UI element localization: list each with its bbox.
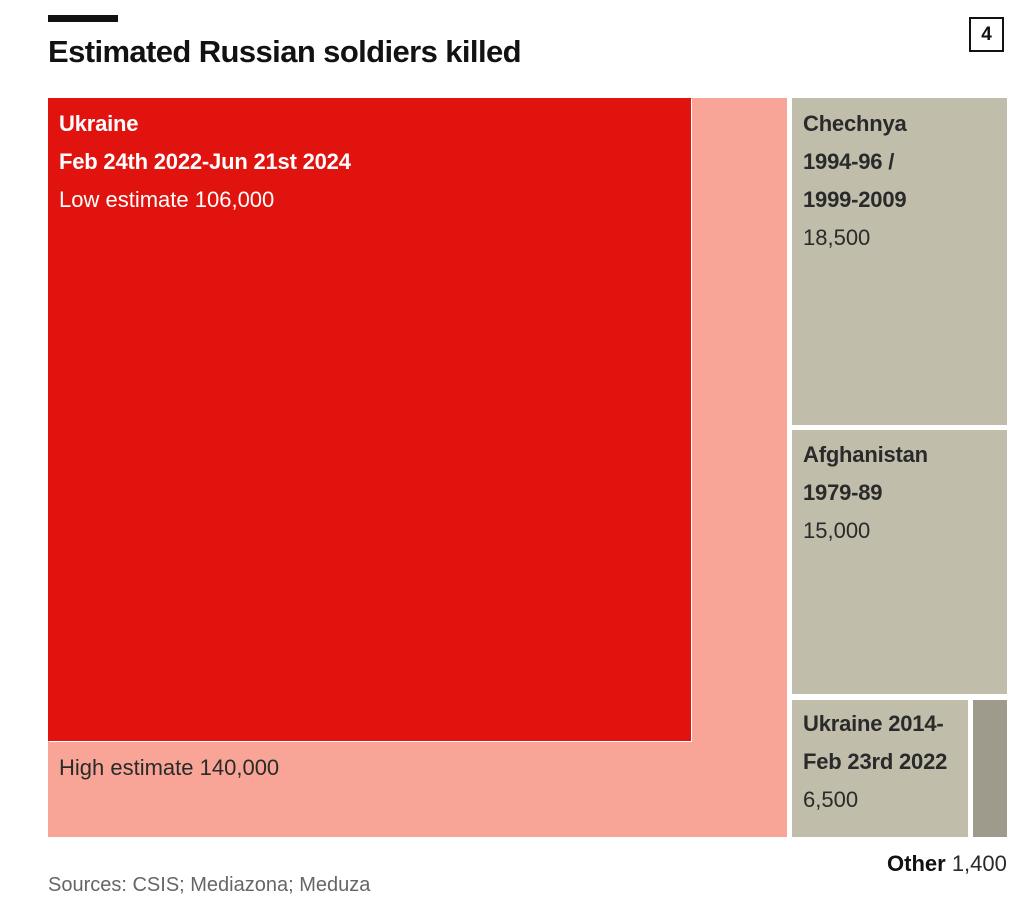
other-value: 1,400 <box>951 851 1007 876</box>
ukraine-2014-label: Ukraine 2014- Feb 23rd 2022 6,500 <box>803 705 947 819</box>
ukraine-name: Ukraine <box>59 111 139 136</box>
sources-note: Sources: CSIS; Mediazona; Meduza <box>48 874 371 896</box>
high-estimate-label: High estimate <box>59 755 194 780</box>
ukraine-high-label: High estimate 140,000 <box>59 750 279 786</box>
ukraine-low-value: Low estimate 106,000 <box>59 181 351 219</box>
chechnya-name-3: 1999-2009 <box>803 187 907 212</box>
high-estimate-value: 140,000 <box>199 755 280 780</box>
ukraine-period: Feb 24th 2022-Jun 21st 2024 <box>59 149 351 174</box>
afghanistan-name-2: 1979-89 <box>803 480 883 505</box>
chechnya-name-2: 1994-96 / <box>803 149 895 174</box>
low-estimate-value: 106,000 <box>194 187 275 212</box>
other-name: Other <box>887 851 946 876</box>
chechnya-name-1: Chechnya <box>803 111 907 136</box>
afghanistan-value: 15,000 <box>803 518 871 543</box>
tile-ukraine-low-estimate <box>48 98 691 741</box>
low-estimate-label: Low estimate <box>59 187 189 212</box>
afghanistan-name-1: Afghanistan <box>803 442 928 467</box>
chechnya-value: 18,500 <box>803 225 871 250</box>
ukraine-low-label: Ukraine Feb 24th 2022-Jun 21st 2024 Low … <box>59 105 351 219</box>
ukraine-2014-value: 6,500 <box>803 787 859 812</box>
ukraine-2014-name-1: Ukraine 2014- <box>803 711 944 736</box>
chechnya-label: Chechnya 1994-96 / 1999-2009 18,500 <box>803 105 907 257</box>
afghanistan-label: Afghanistan 1979-89 15,000 <box>803 436 928 550</box>
chart-number-badge: 4 <box>969 17 1004 52</box>
tile-other <box>973 700 1007 837</box>
ukraine-2014-name-2: Feb 23rd 2022 <box>803 749 948 774</box>
tile-afghanistan <box>792 430 1007 694</box>
top-rule <box>48 15 118 22</box>
other-label: Other 1,400 <box>887 846 1007 882</box>
chart-title: Estimated Russian soldiers killed <box>48 34 522 69</box>
tile-chechnya <box>792 98 1007 425</box>
tile-ukraine-2014 <box>792 700 968 837</box>
